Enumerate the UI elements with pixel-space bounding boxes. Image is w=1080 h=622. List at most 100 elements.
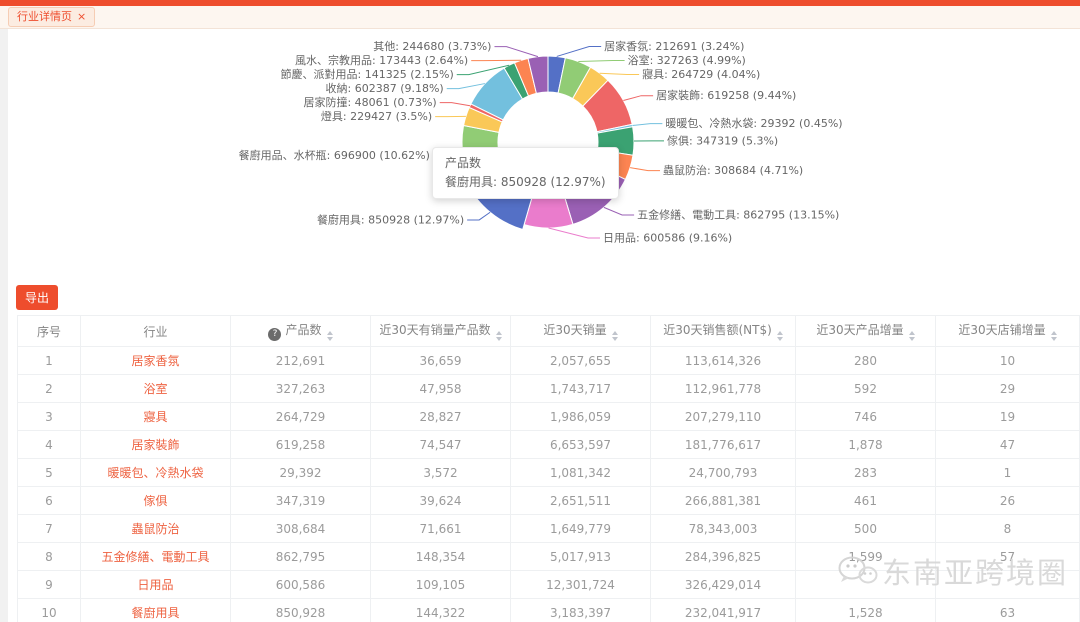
segment-label: 其他: 244680 (3.73%) <box>373 40 491 53</box>
sort-icon[interactable] <box>495 331 502 341</box>
segment-label: 燈具: 229427 (3.5%) <box>321 109 432 123</box>
segment-label: 寢具: 264729 (4.04%) <box>642 67 760 81</box>
value-cell: 112,961,778 <box>650 374 796 403</box>
value-cell: 2,057,655 <box>510 346 651 375</box>
seq-cell: 1 <box>17 346 81 375</box>
industry-link[interactable]: 暖暖包、冷熱水袋 <box>107 466 204 480</box>
column-header-label: 产品数 <box>285 323 322 337</box>
value-cell: 850,928 <box>230 598 371 622</box>
value-cell: 24,700,793 <box>650 458 796 487</box>
table-row: 1 居家香氛 212,691 36,659 2,057,655 113,614,326 28… <box>17 346 1080 375</box>
industry-link[interactable]: 餐廚用具 <box>131 606 180 620</box>
top-accent-bar <box>0 0 1080 6</box>
table-row: 5 暖暖包、冷熱水袋 29,392 3,572 1,081,342 24,700,793 2… <box>17 458 1080 487</box>
value-cell: 1,743,717 <box>510 374 651 403</box>
column-header[interactable]: 近30天产品增量 <box>795 315 936 347</box>
export-button[interactable]: 导出 <box>16 285 59 310</box>
sort-icon[interactable] <box>776 331 783 341</box>
label-leader-line <box>632 123 663 127</box>
label-leader-line <box>599 72 640 75</box>
value-cell: 619,258 <box>230 430 371 459</box>
value-cell: 63 <box>935 598 1080 622</box>
segment-label: 日用品: 600586 (9.16%) <box>603 231 732 244</box>
label-leader-line <box>548 227 601 239</box>
value-cell: 1,986,059 <box>510 402 651 431</box>
value-cell: 47 <box>935 430 1080 459</box>
industry-link[interactable]: 居家香氛 <box>131 354 180 368</box>
column-header-label: 近30天产品增量 <box>816 323 904 337</box>
sort-icon[interactable] <box>326 331 333 341</box>
value-cell: 1 <box>935 458 1080 487</box>
value-cell: 74,547 <box>370 430 511 459</box>
label-leader-line <box>456 64 510 76</box>
seq-cell: 3 <box>17 402 81 431</box>
seq-cell: 6 <box>17 486 81 515</box>
column-header-label: 近30天销量 <box>543 323 607 337</box>
value-cell: 207,279,110 <box>650 402 796 431</box>
value-cell: 500 <box>795 514 936 543</box>
column-header: 序号 <box>17 315 81 347</box>
value-cell: 6,653,597 <box>510 430 651 459</box>
value-cell: 283 <box>795 458 936 487</box>
industry-table: 序号 行业? 产品数 近30天有销量产品数 近30天销量 近30天销售额(NT$) 近30天… <box>17 315 1080 622</box>
left-gutter <box>0 29 8 622</box>
label-leader-line <box>446 83 485 90</box>
column-header[interactable]: 近30天有销量产品数 <box>370 315 511 347</box>
value-cell: 308,684 <box>230 514 371 543</box>
segment-label: 暖暖包、冷熱水袋: 29392 (0.45%) <box>665 116 842 130</box>
industry-link[interactable]: 居家裝飾 <box>131 438 180 452</box>
value-cell <box>795 570 936 599</box>
tab-close-icon[interactable]: × <box>77 10 87 23</box>
industry-link[interactable]: 日用品 <box>137 578 174 592</box>
info-icon[interactable]: ? <box>268 328 282 341</box>
value-cell: 1,878 <box>795 430 936 459</box>
industry-link[interactable]: 傢俱 <box>143 494 168 508</box>
column-header-label: 近30天有销量产品数 <box>379 323 491 337</box>
value-cell: 746 <box>795 402 936 431</box>
value-cell: 862,795 <box>230 542 371 571</box>
tab-bar: 行业详情页 × <box>0 6 1080 29</box>
value-cell: 113,614,326 <box>650 346 796 375</box>
value-cell: 26 <box>935 486 1080 515</box>
table-row: 7 蟲鼠防治 308,684 71,661 1,649,779 78,343,003 500… <box>17 514 1080 543</box>
value-cell: 1,649,779 <box>510 514 651 543</box>
value-cell: 264,729 <box>230 402 371 431</box>
value-cell: 19 <box>935 402 1080 431</box>
industry-link[interactable]: 蟲鼠防治 <box>131 522 180 536</box>
segment-label: 節慶、派對用品: 141325 (2.15%) <box>281 67 454 81</box>
table-row: 4 居家裝飾 619,258 74,547 6,653,597 181,776,617 1,… <box>17 430 1080 459</box>
industry-link[interactable]: 浴室 <box>143 382 168 396</box>
table-row: 9 日用品 600,586 109,105 12,301,724 326,429,014 <box>17 570 1080 599</box>
value-cell: 3,183,397 <box>510 598 651 622</box>
value-cell: 10 <box>935 346 1080 375</box>
value-cell: 1,599 <box>795 542 936 571</box>
value-cell: 280 <box>795 346 936 375</box>
tab-industry-detail[interactable]: 行业详情页 × <box>8 7 96 27</box>
value-cell: 57 <box>935 542 1080 571</box>
column-header-label: 近30天销售额(NT$) <box>663 323 772 337</box>
seq-cell: 9 <box>17 570 81 599</box>
column-header[interactable]: 近30天店铺增量 <box>935 315 1080 347</box>
industry-link[interactable]: 五金修繕、電動工具 <box>101 550 210 564</box>
segment-label: 居家裝飾: 619258 (9.44%) <box>656 88 796 102</box>
column-header: 行业 <box>80 315 231 347</box>
value-cell <box>935 570 1080 599</box>
segment-label: 風水、宗教用品: 173443 (2.64%) <box>295 53 468 67</box>
label-leader-line <box>623 95 654 102</box>
seq-cell: 4 <box>17 430 81 459</box>
sort-icon[interactable] <box>908 331 915 341</box>
sort-icon[interactable] <box>1050 331 1057 341</box>
industry-link[interactable]: 寢具 <box>143 410 168 424</box>
column-header[interactable]: ? 产品数 <box>230 315 371 347</box>
sort-icon[interactable] <box>611 331 618 341</box>
label-leader-line <box>630 167 660 172</box>
value-cell: 39,624 <box>370 486 511 515</box>
value-cell: 5,017,913 <box>510 542 651 571</box>
column-header[interactable]: 近30天销售额(NT$) <box>650 315 796 347</box>
value-cell: 109,105 <box>370 570 511 599</box>
donut-segment[interactable] <box>527 55 549 94</box>
tooltip-value-line: 餐廚用具: 850928 (12.97%) <box>445 175 606 189</box>
column-header[interactable]: 近30天销量 <box>510 315 651 347</box>
tooltip-series-name: 产品数 <box>445 156 482 170</box>
value-cell: 3,572 <box>370 458 511 487</box>
